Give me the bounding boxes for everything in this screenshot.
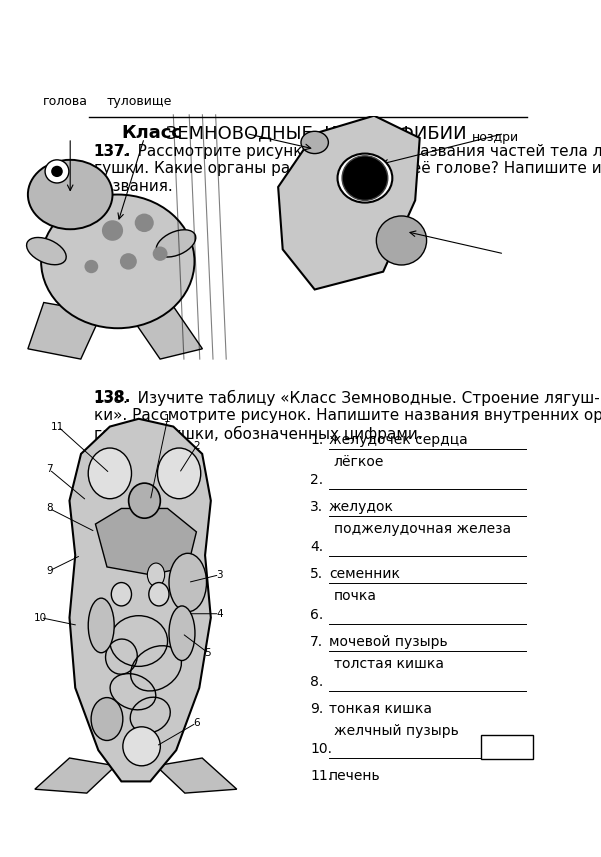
- Ellipse shape: [149, 583, 169, 606]
- Ellipse shape: [91, 698, 123, 740]
- Ellipse shape: [129, 483, 160, 518]
- Text: 11: 11: [51, 422, 64, 432]
- Text: 1: 1: [164, 414, 171, 423]
- Polygon shape: [278, 116, 419, 290]
- Polygon shape: [96, 508, 197, 575]
- Circle shape: [120, 253, 137, 270]
- Polygon shape: [156, 758, 237, 793]
- Circle shape: [51, 165, 63, 177]
- Text: ноздри: ноздри: [472, 131, 519, 145]
- Text: 137.: 137.: [94, 144, 131, 159]
- Text: 2.: 2.: [310, 473, 323, 487]
- Text: семенник: семенник: [329, 567, 400, 581]
- Circle shape: [102, 220, 123, 241]
- Text: 105: 105: [493, 740, 522, 754]
- Text: 5.: 5.: [310, 567, 323, 581]
- Ellipse shape: [156, 230, 196, 257]
- Ellipse shape: [169, 554, 207, 612]
- FancyBboxPatch shape: [481, 735, 534, 758]
- Text: тонкая кишка: тонкая кишка: [329, 702, 432, 716]
- Circle shape: [153, 247, 168, 261]
- Text: желудок: желудок: [329, 500, 394, 514]
- Ellipse shape: [169, 606, 195, 661]
- Text: 7: 7: [46, 464, 53, 475]
- Text: 4: 4: [216, 608, 223, 619]
- Text: мочевой пузырь: мочевой пузырь: [329, 635, 448, 649]
- Ellipse shape: [88, 598, 114, 653]
- Text: поджелудочная железа: поджелудочная железа: [334, 522, 511, 536]
- Circle shape: [376, 216, 427, 265]
- Text: 9: 9: [46, 566, 53, 576]
- Ellipse shape: [111, 583, 132, 606]
- Text: 11.: 11.: [310, 770, 332, 783]
- Ellipse shape: [26, 237, 66, 265]
- Text: 8: 8: [46, 503, 53, 513]
- Ellipse shape: [338, 153, 392, 202]
- Circle shape: [342, 156, 388, 201]
- Text: 7.: 7.: [310, 635, 323, 649]
- Ellipse shape: [88, 448, 132, 499]
- Text: почка: почка: [334, 590, 377, 603]
- Circle shape: [45, 160, 69, 183]
- Text: 6: 6: [193, 718, 200, 728]
- Text: 138.  Изучите таблицу «Класс Земноводные. Строение лягуш-
ки». Рассмотрите рисун: 138. Изучите таблицу «Класс Земноводные.…: [94, 390, 601, 442]
- Ellipse shape: [157, 448, 201, 499]
- Text: туловище: туловище: [106, 94, 172, 108]
- Circle shape: [135, 213, 154, 232]
- Text: 9.: 9.: [310, 702, 323, 716]
- Text: 3: 3: [216, 570, 223, 579]
- Text: лёгкое: лёгкое: [334, 454, 384, 469]
- Text: голова: голова: [43, 94, 87, 108]
- Text: Класс: Класс: [121, 124, 183, 142]
- Polygon shape: [35, 758, 115, 793]
- Ellipse shape: [28, 160, 112, 229]
- Text: 6.: 6.: [310, 608, 323, 622]
- Polygon shape: [70, 419, 211, 782]
- Text: 4.: 4.: [310, 541, 323, 554]
- Polygon shape: [129, 303, 203, 359]
- Text: 2: 2: [193, 441, 200, 451]
- Text: желчный пузырь: желчный пузырь: [334, 724, 459, 738]
- Text: 137.  Рассмотрите рисунки. Напишите названия частей тела ля-
гушки. Какие органы: 137. Рассмотрите рисунки. Напишите назва…: [94, 144, 601, 194]
- Text: печень: печень: [329, 770, 380, 783]
- Text: 8.: 8.: [310, 675, 323, 689]
- Text: 10: 10: [34, 613, 47, 623]
- Text: 1.: 1.: [310, 433, 323, 446]
- Circle shape: [85, 260, 98, 273]
- Polygon shape: [28, 303, 102, 359]
- Text: 138.: 138.: [94, 390, 131, 405]
- Ellipse shape: [41, 195, 195, 328]
- Text: толстая кишка: толстая кишка: [334, 656, 444, 670]
- Text: ЗЕМНОВОДНЫЕ, ИЛИ АМФИБИИ: ЗЕМНОВОДНЫЕ, ИЛИ АМФИБИИ: [160, 124, 466, 142]
- Ellipse shape: [301, 131, 328, 153]
- Text: желудочек сердца: желудочек сердца: [329, 433, 468, 446]
- Text: 3.: 3.: [310, 500, 323, 514]
- Text: 5: 5: [204, 648, 212, 657]
- Circle shape: [147, 563, 165, 586]
- Text: 10.: 10.: [310, 742, 332, 757]
- Ellipse shape: [123, 727, 160, 766]
